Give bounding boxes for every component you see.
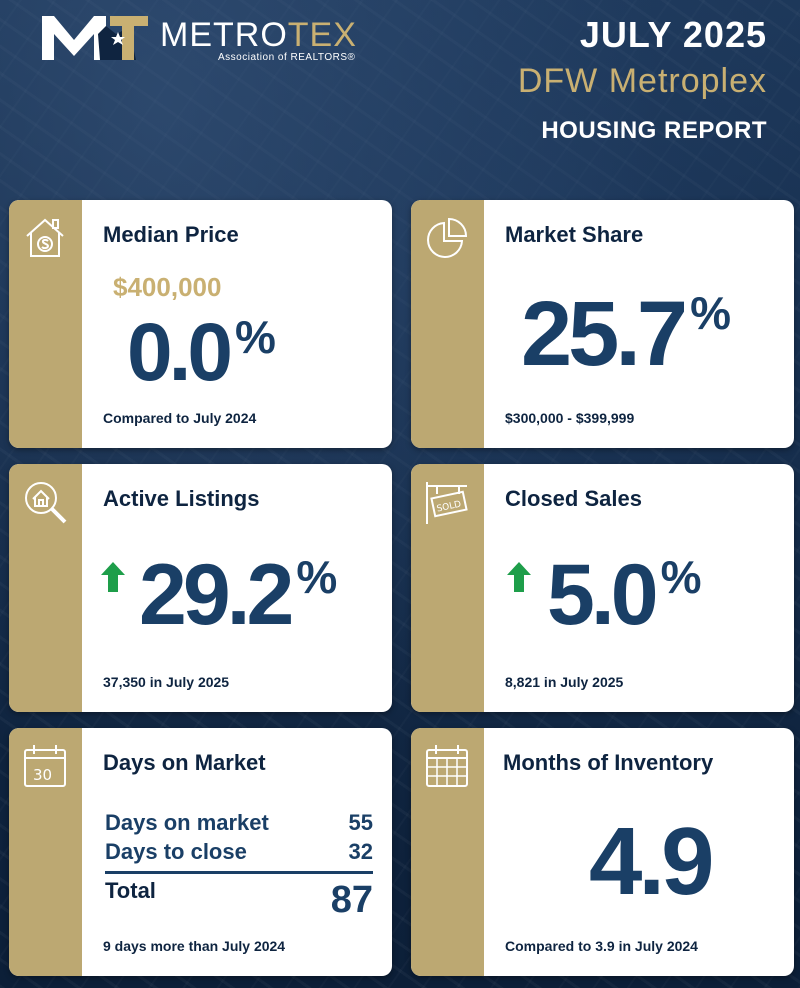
days-row-label: Days to close (105, 839, 247, 864)
pie-chart-icon (427, 217, 468, 258)
days-breakdown-table: Days on market 55 Days to close 32 Total… (105, 808, 373, 920)
card-note: Compared to July 2024 (103, 410, 257, 426)
card-title: Months of Inventory (503, 750, 714, 775)
report-region: DFW Metroplex (517, 62, 767, 100)
percent-sign: % (296, 551, 338, 603)
closed-sales-change: 5.0% (547, 552, 701, 638)
median-change-number: 0.0 (127, 307, 233, 398)
days-row-value: 55 (348, 810, 373, 835)
active-listings-number: 29.2 (139, 547, 294, 643)
card-title: Closed Sales (505, 486, 642, 511)
percent-sign: % (235, 311, 276, 363)
card-note: 37,350 in July 2025 (103, 674, 230, 690)
days-total-row: Total 87 (105, 878, 373, 920)
brand-part-tex: TEX (287, 16, 357, 54)
median-price-card: Median Price $400,000 0.0% Compared to J… (9, 200, 392, 448)
card-accent-strip (411, 464, 484, 712)
median-price-value: $400,000 (113, 272, 222, 302)
house-dollar-icon (26, 218, 64, 257)
card-title: Median Price (103, 222, 239, 247)
card-note: Compared to 3.9 in July 2024 (505, 938, 698, 954)
up-arrow-icon (507, 562, 531, 592)
days-row-value: 32 (348, 839, 373, 864)
days-row: Days to close 32 (105, 837, 373, 866)
market-share-value: 25.7% (521, 288, 731, 380)
market-share-number: 25.7 (521, 283, 688, 385)
total-divider (105, 871, 373, 874)
market-share-card: Market Share 25.7% $300,000 - $399,999 (411, 200, 794, 448)
mt-monogram-icon (42, 16, 148, 60)
card-title: Active Listings (103, 486, 260, 511)
card-note: 8,821 in July 2025 (505, 674, 624, 690)
brand-part-metro: METRO (160, 16, 288, 54)
up-arrow-icon (101, 562, 125, 592)
closed-sales-number: 5.0 (547, 547, 659, 643)
days-row: Days on market 55 (105, 808, 373, 837)
card-title: Market Share (505, 222, 644, 247)
card-accent-strip (9, 728, 82, 976)
card-note: 9 days more than July 2024 (103, 938, 286, 954)
sold-sign-icon: SOLD (426, 482, 468, 524)
median-price-change: 0.0% (127, 312, 276, 394)
house-magnifier-icon (25, 482, 67, 524)
total-value: 87 (330, 879, 373, 921)
calendar-30-icon: 30 (24, 745, 66, 787)
card-title: Days on Market (103, 750, 266, 775)
calendar-number: 30 (33, 766, 52, 784)
months-inventory-card: Months of Inventory 4.9 Compared to 3.9 … (411, 728, 794, 976)
days-row-label: Days on market (105, 810, 269, 835)
brand-name: METROTEX (160, 18, 357, 52)
metrotex-logo: METROTEX Association of REALTORS® (40, 12, 380, 63)
active-listings-change: 29.2% (139, 552, 337, 638)
card-accent-strip (9, 200, 82, 448)
card-note: $300,000 - $399,999 (505, 410, 635, 426)
active-listings-card: Active Listings 29.2% 37,350 in July 202… (9, 464, 392, 712)
total-label: Total (105, 878, 156, 903)
months-inventory-value: 4.9 (589, 808, 714, 915)
report-title: HOUSING REPORT (541, 117, 767, 144)
days-on-market-card: 30 Days on Market Days on market 55 Days… (9, 728, 392, 976)
calendar-grid-icon (426, 745, 468, 787)
closed-sales-card: SOLD Closed Sales 5.0% 8,821 in July 202… (411, 464, 794, 712)
report-date: JULY 2025 (579, 14, 767, 55)
percent-sign: % (690, 287, 731, 339)
brand-subtitle: Association of REALTORS® (218, 52, 356, 63)
percent-sign: % (660, 551, 702, 603)
